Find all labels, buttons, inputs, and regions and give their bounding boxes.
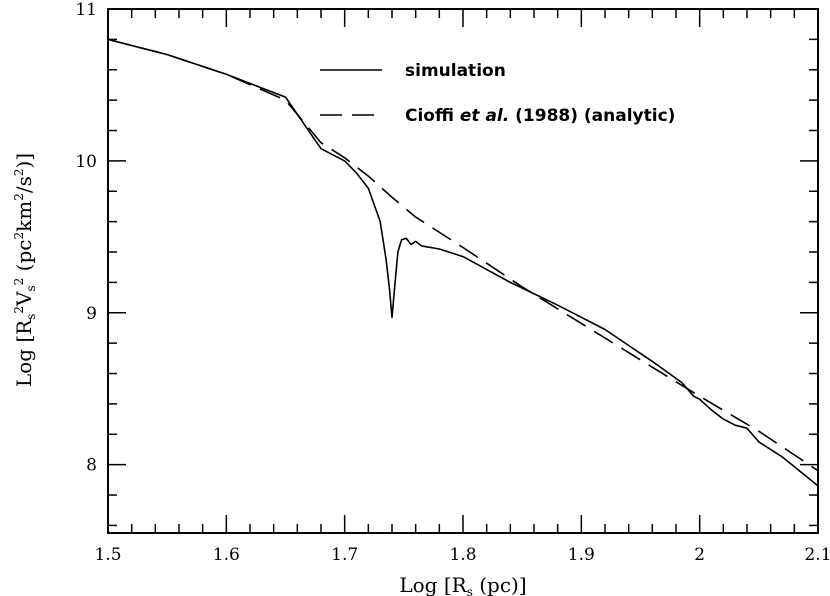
legend-simulation-label: simulation [405, 61, 506, 81]
legend: simulation Cioffi et al. (1988) (analyti… [320, 61, 675, 126]
y-tick-label: 10 [75, 152, 97, 172]
series-layer [107, 38, 819, 487]
x-tick-label: 1.8 [449, 545, 476, 565]
x-tick-label: 1.5 [94, 545, 121, 565]
tick-labels: 1.5 1.6 1.7 1.8 1.9 2 2.1 8 9 10 11 [75, 0, 830, 565]
x-tick-label: 1.6 [213, 545, 240, 565]
x-tick-label: 2.1 [804, 545, 830, 565]
axis-ticks [107, 8, 819, 533]
plot-frame [107, 8, 819, 534]
x-axis-label: Log [Rs (pc)] [399, 573, 526, 596]
legend-analytic-label: Cioffi et al. (1988) (analytic) [405, 106, 675, 126]
y-tick-label: 11 [75, 0, 97, 20]
x-tick-label: 2 [694, 545, 705, 565]
y-tick-label: 8 [86, 456, 97, 476]
series-simulation-line [107, 38, 819, 487]
x-tick-label: 1.7 [331, 545, 358, 565]
y-tick-label: 9 [86, 304, 97, 324]
series-analytic-line [107, 38, 819, 472]
y-axis-label: Log [Rs2Vs2 (pc2km2/s2)] [12, 153, 38, 387]
x-tick-label: 1.9 [568, 545, 595, 565]
